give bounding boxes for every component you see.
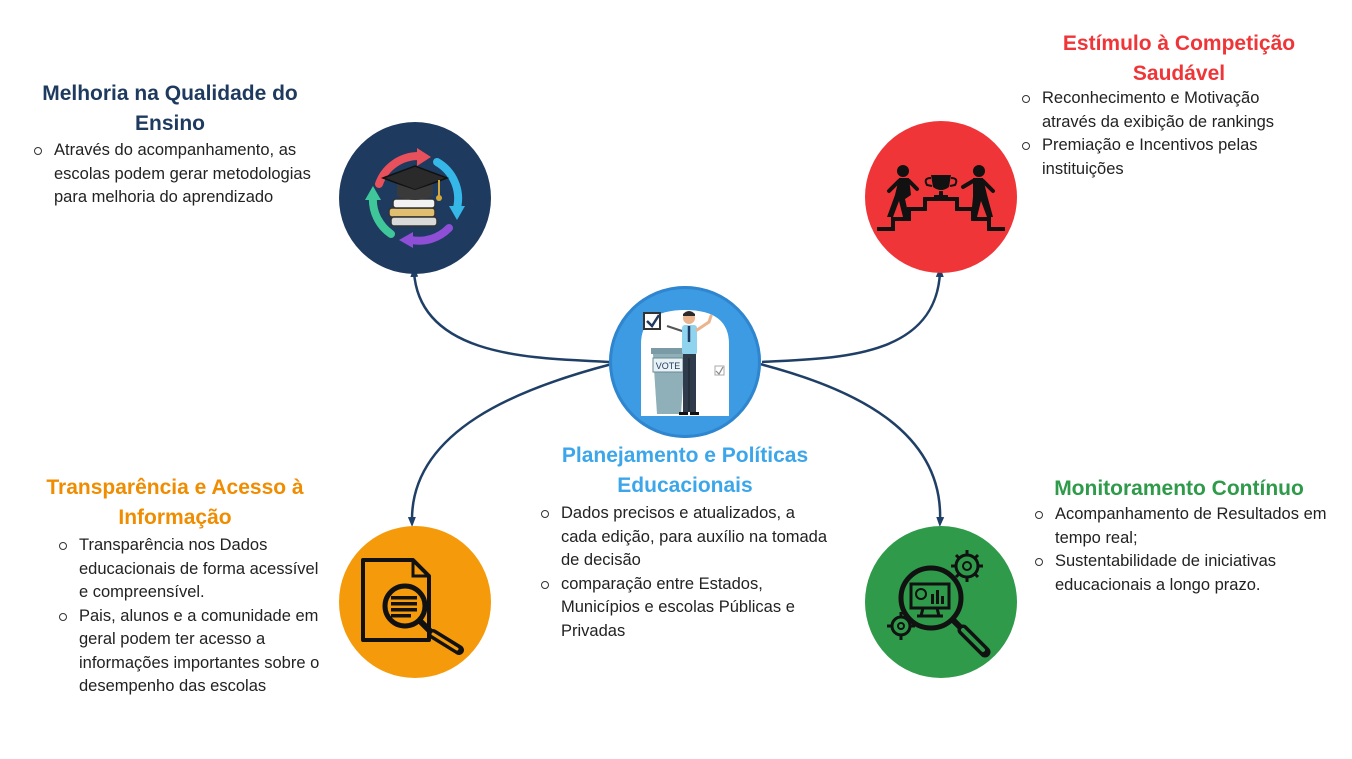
connector-top-right: [761, 267, 944, 364]
connector-top-left: [410, 267, 611, 364]
voting-teacher-icon: VOTE: [641, 310, 729, 416]
transparency-bullets: Transparência nos Dados educacionais de …: [55, 534, 323, 699]
list-item: Através do acompanhamento, as escolas po…: [30, 139, 348, 210]
list-item: Premiação e Incentivos pelas instituiçõe…: [1018, 134, 1318, 181]
competition-bullets: Reconhecimento e Motivação através da ex…: [1018, 87, 1318, 181]
quality-node-circle: [339, 122, 491, 274]
graduation-cycle-icon: [365, 148, 465, 248]
monitoring-analytics-icon: [887, 550, 991, 658]
list-item: Dados precisos e atualizados, a cada edi…: [537, 502, 833, 573]
connector-bottom-right: [759, 362, 945, 527]
list-item: Pais, alunos e a comunidade em geral pod…: [55, 605, 323, 699]
list-item: Sustentabilidade de iniciativas educacio…: [1031, 550, 1336, 597]
planning-bullets: Dados precisos e atualizados, a cada edi…: [537, 502, 833, 643]
list-item: Reconhecimento e Motivação através da ex…: [1018, 87, 1318, 134]
quality-title: Melhoria na Qualidade do Ensino: [42, 82, 298, 135]
transparency-node-circle: [339, 526, 491, 678]
vote-label: VOTE: [656, 361, 681, 371]
competition-node-circle: [865, 121, 1017, 273]
monitoring-node-circle: [865, 526, 1017, 678]
list-item: Acompanhamento de Resultados em tempo re…: [1031, 503, 1336, 550]
transparency-title: Transparência e Acesso à Informação: [46, 476, 304, 529]
competition-title: Estímulo à Competição Saudável: [1062, 32, 1296, 85]
list-item: comparação entre Estados, Municípios e e…: [537, 573, 833, 644]
planning-title: Planejamento e Políticas Educacionais: [561, 444, 809, 497]
quality-bullets: Através do acompanhamento, as escolas po…: [30, 139, 348, 210]
monitoring-bullets: Acompanhamento de Resultados em tempo re…: [1031, 503, 1336, 597]
document-search-icon: [361, 558, 464, 655]
list-item: Transparência nos Dados educacionais de …: [55, 534, 323, 605]
monitoring-title: Monitoramento Contínuo: [1054, 477, 1304, 500]
planning-node-circle: VOTE: [609, 286, 761, 438]
connector-bottom-left: [407, 362, 613, 527]
competition-trophy-icon: [877, 165, 1005, 231]
